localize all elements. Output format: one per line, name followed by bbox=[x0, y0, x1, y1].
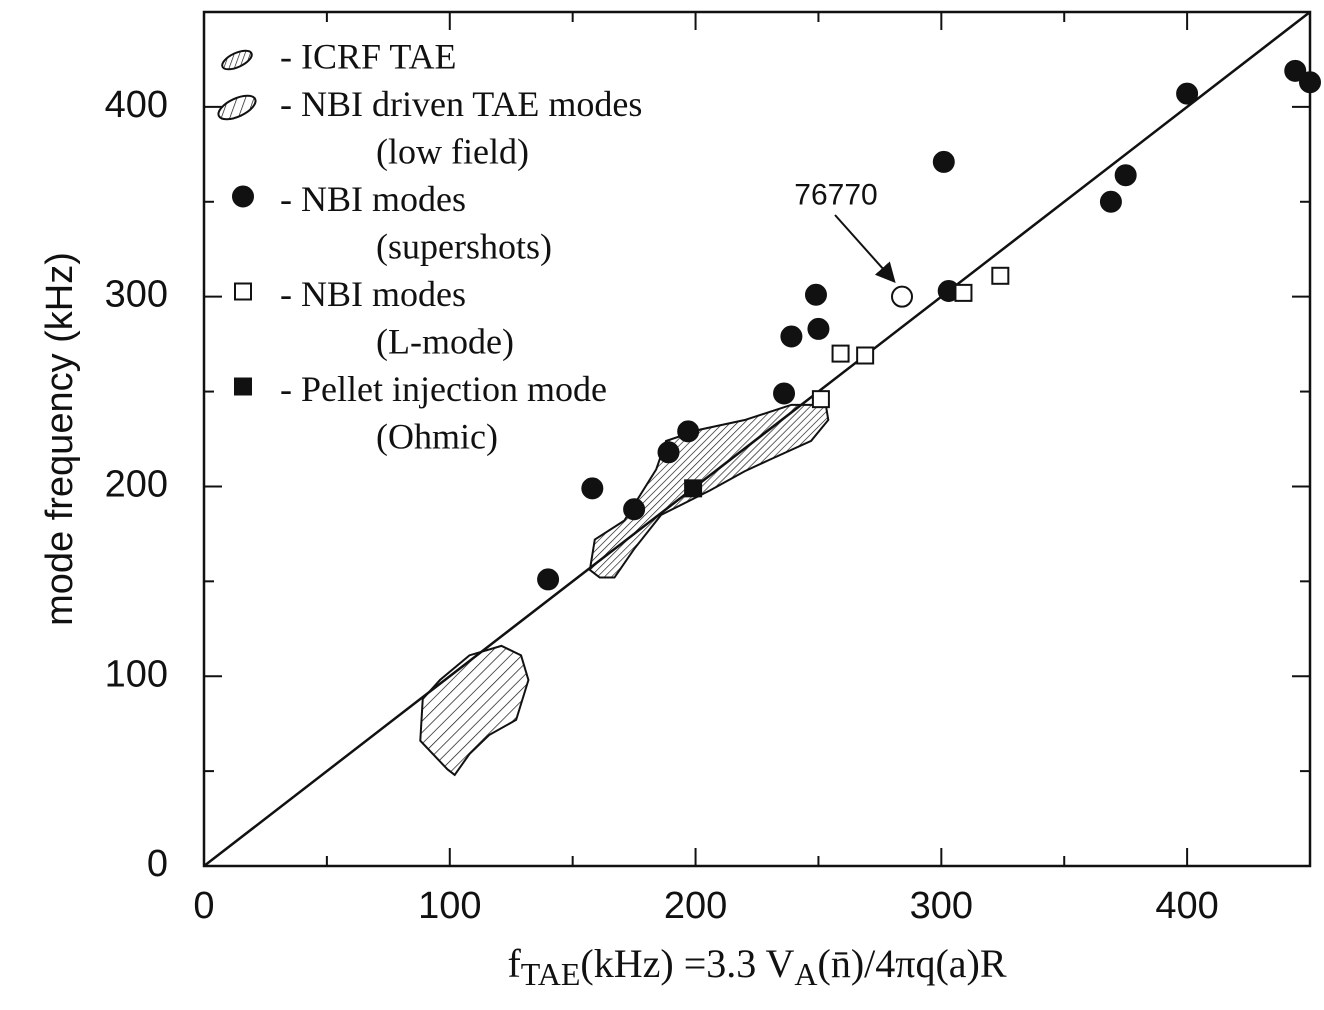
legend-sublabel: (supershots) bbox=[376, 226, 552, 266]
data-point bbox=[684, 479, 703, 498]
data-point bbox=[856, 346, 875, 365]
annotation-arrow bbox=[834, 214, 896, 283]
legend-label: - NBI driven TAE modes bbox=[280, 84, 642, 124]
legend-sublabel: (Ohmic) bbox=[376, 416, 498, 456]
y-axis-label: mode frequency (kHz) bbox=[39, 252, 81, 626]
data-point bbox=[677, 420, 700, 443]
data-point bbox=[991, 266, 1010, 285]
x-label-subscript: TAE bbox=[521, 956, 581, 992]
x-tick-label: 100 bbox=[418, 885, 481, 927]
data-point bbox=[657, 441, 680, 464]
data-point bbox=[1176, 82, 1199, 105]
x-label-part: (n̄)/4πq(a)R bbox=[818, 941, 1007, 986]
data-point bbox=[1114, 164, 1137, 187]
y-tick-label: 400 bbox=[105, 84, 168, 126]
data-point bbox=[581, 477, 604, 500]
legend-icon bbox=[232, 185, 254, 208]
legend-sublabel: (low field) bbox=[376, 131, 529, 171]
hatched-region bbox=[419, 644, 530, 777]
hatched-region bbox=[588, 403, 830, 579]
x-tick-label: 0 bbox=[193, 885, 214, 927]
data-point bbox=[1284, 59, 1307, 82]
legend-icon bbox=[234, 377, 252, 396]
data-point bbox=[1299, 71, 1321, 94]
data-point bbox=[932, 150, 955, 173]
legend-label: - NBI modes bbox=[280, 274, 466, 314]
annotation: 76770 bbox=[794, 179, 877, 212]
reference-line bbox=[203, 11, 1311, 867]
data-point bbox=[891, 285, 914, 308]
plot-frame bbox=[202, 10, 1312, 868]
data-point bbox=[537, 568, 560, 591]
y-tick-label: 200 bbox=[105, 463, 168, 505]
legend-label: - NBI modes bbox=[280, 179, 466, 219]
x-tick-label: 400 bbox=[1155, 885, 1218, 927]
legend-sublabel: (L-mode) bbox=[376, 321, 514, 361]
y-tick-label: 300 bbox=[105, 274, 168, 316]
x-label-subscript: A bbox=[794, 956, 817, 992]
data-point bbox=[623, 498, 646, 521]
data-point bbox=[780, 325, 803, 348]
x-label-part: (kHz) =3.3 V bbox=[580, 941, 794, 986]
legend-label: - Pellet injection mode bbox=[280, 369, 607, 409]
x-tick-label: 200 bbox=[664, 885, 727, 927]
y-tick-label: 0 bbox=[147, 843, 168, 885]
x-axis-label: fTAE(kHz) =3.3 VA(n̄)/4πq(a)R bbox=[507, 941, 1006, 992]
data-point bbox=[831, 344, 850, 363]
x-label-part: f bbox=[507, 941, 521, 986]
y-tick-label: 100 bbox=[105, 653, 168, 695]
x-tick-label: 300 bbox=[910, 885, 973, 927]
data-point bbox=[811, 390, 830, 409]
legend-icon bbox=[217, 94, 257, 121]
legend-label: - ICRF TAE bbox=[280, 36, 456, 76]
data-point bbox=[1099, 190, 1122, 213]
data-point bbox=[804, 283, 827, 306]
data-point bbox=[954, 283, 973, 302]
data-point bbox=[773, 382, 796, 405]
legend-icon bbox=[221, 49, 253, 71]
legend-icon bbox=[234, 282, 252, 301]
data-point bbox=[807, 317, 830, 340]
